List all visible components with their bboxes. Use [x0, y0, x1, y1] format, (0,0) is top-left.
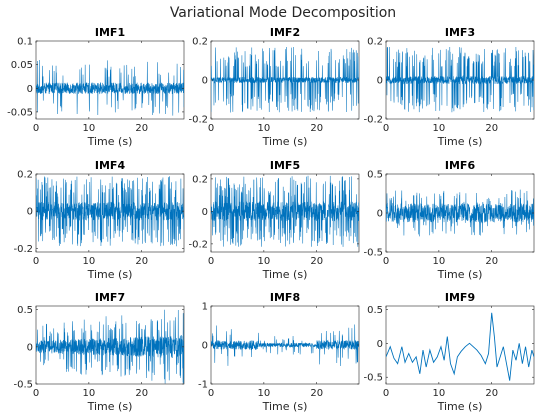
- subplot-title: IMF7: [95, 291, 125, 304]
- y-tick-label: 0: [377, 339, 383, 350]
- y-tick-label: 0: [202, 341, 208, 352]
- y-tick-label: -0.2: [363, 115, 383, 126]
- subplot-title: IMF9: [445, 291, 475, 304]
- x-axis-label: Time (s): [262, 400, 308, 413]
- subplot-title: IMF5: [270, 159, 300, 172]
- y-tick-label: -1: [198, 380, 208, 391]
- y-tick-label: -0.5: [363, 373, 383, 384]
- x-tick-label: 0: [383, 388, 389, 399]
- x-axis-label: Time (s): [437, 135, 483, 148]
- x-tick-label: 0: [33, 123, 39, 134]
- x-tick-label: 20: [135, 123, 148, 134]
- x-tick-label: 0: [208, 123, 214, 134]
- x-axis-label: Time (s): [262, 135, 308, 148]
- y-tick-label: 0.5: [367, 170, 383, 181]
- x-tick-label: 20: [485, 256, 498, 267]
- y-tick-label: -0.2: [188, 115, 208, 126]
- series-line: [36, 309, 184, 384]
- x-tick-label: 10: [257, 256, 270, 267]
- subplot-title: IMF3: [445, 26, 475, 39]
- x-tick-label: 20: [135, 256, 148, 267]
- x-tick-label: 20: [310, 388, 323, 399]
- series-line: [211, 46, 359, 113]
- series-line: [36, 59, 184, 116]
- y-tick-label: -0.2: [13, 244, 33, 255]
- subplot-title: IMF8: [270, 291, 300, 304]
- y-tick-label: 0.2: [17, 170, 33, 181]
- x-tick-label: 10: [82, 388, 95, 399]
- series-line: [386, 189, 534, 237]
- y-tick-label: 0: [202, 207, 208, 218]
- x-axis-label: Time (s): [87, 400, 133, 413]
- y-tick-label: -0.2: [188, 239, 208, 250]
- y-tick-label: 0: [377, 209, 383, 220]
- y-tick-label: 0: [27, 342, 33, 353]
- y-tick-label: 0.05: [11, 60, 33, 71]
- y-tick-label: 0.2: [192, 37, 208, 48]
- x-tick-label: 20: [485, 123, 498, 134]
- y-tick-label: 0: [27, 207, 33, 218]
- x-tick-label: 0: [208, 388, 214, 399]
- y-tick-label: -0.5: [13, 380, 33, 391]
- x-axis-label: Time (s): [437, 400, 483, 413]
- figure-title: Variational Mode Decomposition: [170, 5, 396, 21]
- subplot-title: IMF2: [270, 26, 300, 39]
- y-tick-label: -0.05: [7, 107, 33, 118]
- y-tick-label: 0.1: [17, 37, 33, 48]
- y-tick-label: 0.5: [367, 305, 383, 316]
- y-tick-label: 0: [202, 76, 208, 87]
- axes-box: [385, 305, 535, 385]
- y-tick-label: 0.2: [367, 37, 383, 48]
- x-tick-label: 10: [257, 123, 270, 134]
- y-tick-label: 0: [27, 84, 33, 95]
- x-tick-label: 10: [82, 256, 95, 267]
- x-tick-label: 20: [135, 388, 148, 399]
- subplot-title: IMF1: [95, 26, 125, 39]
- x-tick-label: 20: [310, 256, 323, 267]
- x-axis-label: Time (s): [87, 268, 133, 281]
- x-axis-label: Time (s): [262, 268, 308, 281]
- y-tick-label: 0: [377, 76, 383, 87]
- series-line: [211, 324, 359, 367]
- x-tick-label: 10: [432, 123, 445, 134]
- x-tick-label: 0: [383, 123, 389, 134]
- x-tick-label: 10: [257, 388, 270, 399]
- series-line: [386, 46, 534, 113]
- x-tick-label: 10: [432, 388, 445, 399]
- x-tick-label: 0: [383, 256, 389, 267]
- x-tick-label: 20: [485, 388, 498, 399]
- subplot-title: IMF4: [95, 159, 126, 172]
- y-tick-label: 0.5: [17, 305, 33, 316]
- series-line: [36, 176, 184, 247]
- x-tick-label: 0: [208, 256, 214, 267]
- y-tick-label: 1: [202, 302, 208, 313]
- x-tick-label: 10: [82, 123, 95, 134]
- x-axis-label: Time (s): [87, 135, 133, 148]
- subplot-title: IMF6: [445, 159, 476, 172]
- x-tick-label: 10: [432, 256, 445, 267]
- y-tick-label: -0.5: [363, 248, 383, 259]
- x-axis-label: Time (s): [437, 268, 483, 281]
- series-line: [386, 312, 534, 381]
- x-tick-label: 20: [310, 123, 323, 134]
- x-tick-label: 0: [33, 256, 39, 267]
- y-tick-label: 0.2: [192, 174, 208, 185]
- series-line: [211, 175, 359, 247]
- x-tick-label: 0: [33, 388, 39, 399]
